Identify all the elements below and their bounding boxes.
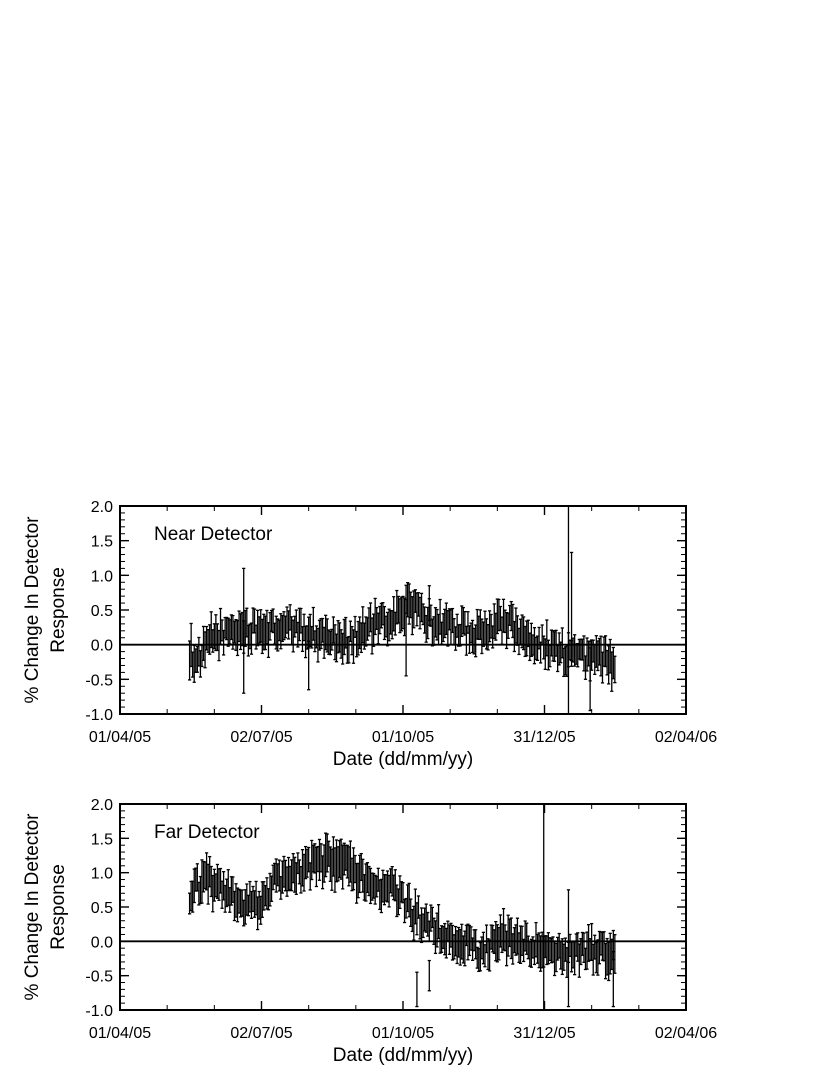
near-ytick-label: 2.0: [91, 499, 113, 516]
far-xaxis-label: Date (dd/mm/yy): [333, 1045, 473, 1066]
near-panel: -1.0 -0.5 0.0 0.5 1.0 1.5 2.0 01/04/05 02/07/05 0…: [22, 499, 717, 770]
far-panel-title: Far Detector: [154, 822, 260, 843]
far-xtick-label: 02/04/06: [655, 1025, 717, 1042]
near-xtick-label: 02/07/05: [230, 729, 292, 746]
far-ytick-label: -0.5: [85, 969, 113, 986]
far-xtick-label: 31/12/05: [513, 1025, 575, 1042]
far-xtick-label: 01/10/05: [372, 1025, 434, 1042]
far-ytick-label: 2.0: [91, 797, 113, 814]
far-yaxis-label-line2: Response: [48, 864, 69, 950]
near-xtick-label: 01/04/05: [89, 729, 151, 746]
far-yaxis-label-line1: % Change In Detector: [22, 813, 43, 1001]
far-panel: -1.0 -0.5 0.0 0.5 1.0 1.5 2.0 01/04/05 02/07/05 0…: [22, 797, 717, 1066]
near-ytick-label: -1.0: [85, 707, 113, 724]
far-ytick-label: 1.5: [91, 831, 113, 848]
near-ytick-label: 1.0: [91, 568, 113, 585]
near-ytick-label: -0.5: [85, 672, 113, 689]
far-ytick-label: 0.0: [91, 934, 113, 951]
near-xtick-label: 02/04/06: [655, 729, 717, 746]
far-xtick-label: 02/07/05: [230, 1025, 292, 1042]
near-yaxis-label-line1: % Change In Detector: [22, 516, 43, 704]
near-data-series: [187, 505, 617, 715]
near-ytick-label: 1.5: [91, 534, 113, 551]
near-ytick-label: 0.0: [91, 638, 113, 655]
far-ytick-label: 1.0: [91, 866, 113, 883]
near-ytick-label: 0.5: [91, 603, 113, 620]
near-panel-title: Near Detector: [154, 524, 273, 545]
far-ytick-label: 0.5: [91, 900, 113, 917]
near-xtick-label: 31/12/05: [513, 729, 575, 746]
far-ytick-label: -1.0: [85, 1003, 113, 1020]
far-xtick-label: 01/04/05: [89, 1025, 151, 1042]
near-xtick-label: 01/10/05: [372, 729, 434, 746]
far-data-series: [187, 803, 617, 1011]
near-yaxis-label-line2: Response: [48, 567, 69, 653]
near-xaxis-label: Date (dd/mm/yy): [333, 749, 473, 770]
